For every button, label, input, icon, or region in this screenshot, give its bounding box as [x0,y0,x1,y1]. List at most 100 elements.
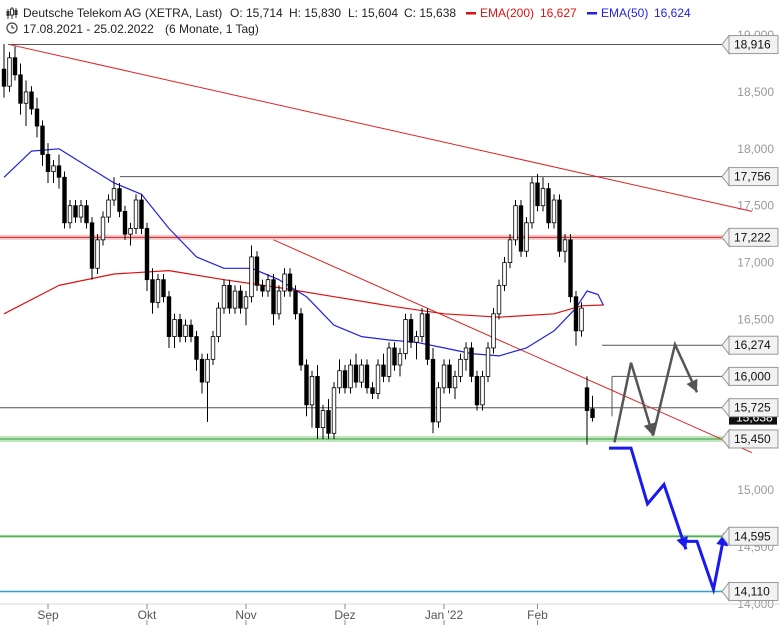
x-tick-label: Nov [235,608,256,622]
ema50-label: EMA(50) [601,6,648,20]
candle-body [370,387,375,394]
candle-body [320,410,326,429]
candle-body [573,296,579,332]
candle-body [337,370,342,389]
candle-body [309,375,315,406]
candle-body [155,279,161,303]
ema200-swatch [466,12,476,15]
forecast-arrows [609,340,729,595]
candle-body [546,188,551,224]
forecast-blue-arrow-1 [609,446,688,550]
candle-body [496,284,502,315]
instrument-name: Deutsche Telekom AG (XETRA, Last) [23,6,222,20]
candle-body [381,364,386,377]
candle-body [188,324,194,337]
ema50-value: 16,624 [654,6,691,20]
candle-body [260,284,265,292]
candle-body [386,347,392,377]
level-label-pointer [721,428,730,450]
candle-body [287,273,293,292]
level-label: 14,110 [734,584,770,598]
candle-body [375,364,381,394]
ema200-label: EMA(200) [480,6,534,20]
level-label-pointer [721,226,730,248]
level-label-join [729,368,732,385]
candle-body [34,108,40,127]
candle-body [205,358,210,383]
candle-body [392,347,397,366]
level-label-join [729,430,732,447]
candle-body [282,273,287,292]
level-label-pointer [721,334,730,356]
level-label-pointer [721,166,730,188]
candle-body [254,256,260,286]
level-label: 18,916 [734,38,771,52]
level-label-pointer [721,581,730,602]
ema200-value: 16,627 [540,6,577,20]
close-value: C: 15,638 [404,6,456,20]
candle-body [518,205,524,252]
candle-body [474,375,480,406]
y-tick-label: 15,000 [737,483,774,497]
candle-body [67,205,73,224]
candle-body [40,125,45,155]
candle-body [210,336,216,360]
trendlines [9,44,753,454]
candle-body [232,290,238,309]
candle-body [513,205,518,241]
candle-body [45,154,51,172]
candle-body [315,375,320,429]
candle-body [463,347,469,360]
x-tick-label: Feb [527,608,548,622]
candle-body [535,182,540,207]
candle-body [452,375,458,389]
level-label-join [729,36,732,53]
x-tick-label: Sep [37,608,59,622]
candle-body [447,364,452,389]
candle-body [12,57,18,76]
candle-body [128,228,133,235]
candle-body [199,358,205,383]
candle-body [502,262,507,286]
candle-body [150,279,155,303]
candle-body [430,358,436,423]
level-label-join [729,229,732,246]
ema50-swatch [587,12,597,15]
candle-body [7,57,12,87]
candle-body [144,228,150,281]
candle-body [122,210,128,235]
candle-body [95,239,100,269]
level-label-join [729,399,732,416]
candle-body [524,222,529,252]
candles [1,44,595,445]
clock-icon [6,22,18,34]
level-label: 14,595 [734,529,771,543]
candles-icon [6,7,18,19]
forecast-gray-arrow-2-head [686,378,698,393]
level-label-join [729,528,732,545]
candle-body [491,313,496,349]
candle-body [304,364,309,406]
x-tick-label: Dez [334,608,355,622]
level-label: 16,274 [734,338,771,352]
forecast-gray-arrow-1 [613,362,655,443]
candle-body [183,324,188,337]
trendline [9,44,753,212]
high-value: H: 15,830 [289,6,341,20]
chart-header: Deutsche Telekom AG (XETRA, Last) O: 15,… [6,6,691,36]
level-label: 15,725 [734,401,771,415]
y-tick-label: 18,000 [737,142,774,156]
candle-body [326,410,331,434]
candle-body [557,199,562,252]
candle-body [194,336,199,360]
candle-body [364,364,370,389]
candle-body [100,216,106,241]
candle-body [590,408,595,418]
level-label-join [729,337,732,354]
level-labels: 15,63818,91617,75617,22216,27416,00015,7… [721,34,779,602]
candle-body [414,336,419,343]
candle-body [172,319,177,337]
candle-body [117,188,122,212]
level-label-pointer [721,525,730,547]
candle-body [458,358,463,377]
